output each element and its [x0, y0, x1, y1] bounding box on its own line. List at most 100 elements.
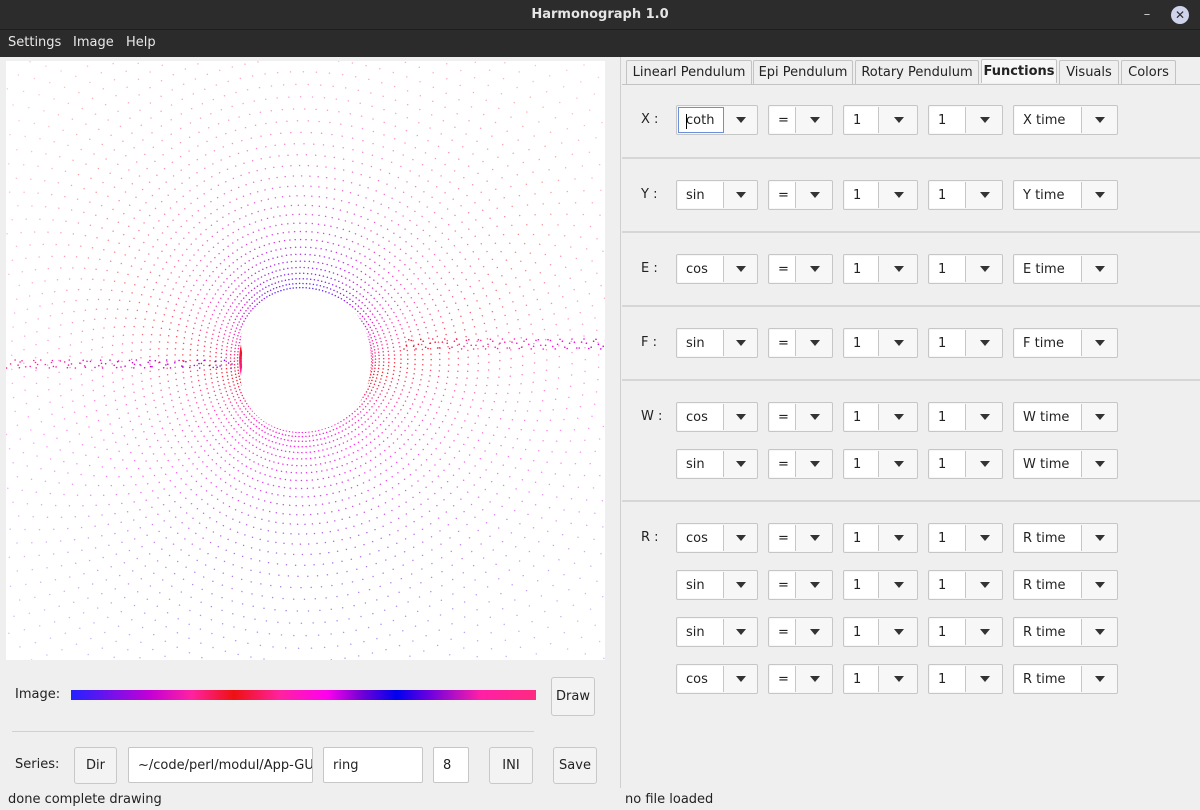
operator-combo[interactable]: =	[768, 254, 833, 284]
function-combo[interactable]: cos	[676, 523, 758, 553]
function-combo-value[interactable]: sin	[678, 451, 724, 477]
chevron-down-icon[interactable]	[893, 535, 904, 541]
function-combo-value[interactable]: coth	[678, 107, 724, 133]
chevron-down-icon[interactable]	[809, 582, 820, 588]
function-combo[interactable]: sin	[676, 449, 758, 479]
ini-button[interactable]: INI	[489, 747, 533, 784]
time-variable-combo-value[interactable]: E time	[1015, 256, 1082, 282]
factor-b-combo-value[interactable]: 1	[930, 182, 966, 208]
factor-a-combo[interactable]: 1	[843, 180, 918, 210]
tab-linearl-pendulum[interactable]: Linearl Pendulum	[626, 60, 752, 84]
chevron-down-icon[interactable]	[979, 582, 990, 588]
time-variable-combo-value[interactable]: X time	[1015, 107, 1082, 133]
factor-a-combo[interactable]: 1	[843, 449, 918, 479]
factor-b-combo-value[interactable]: 1	[930, 404, 966, 430]
time-variable-combo[interactable]: F time	[1013, 328, 1118, 358]
time-variable-combo-value[interactable]: R time	[1015, 525, 1082, 551]
chevron-down-icon[interactable]	[979, 535, 990, 541]
chevron-down-icon[interactable]	[1095, 461, 1105, 467]
operator-combo[interactable]: =	[768, 180, 833, 210]
factor-a-combo[interactable]: 1	[843, 402, 918, 432]
time-variable-combo-value[interactable]: R time	[1015, 572, 1082, 598]
close-icon[interactable]: ✕	[1171, 6, 1189, 24]
operator-combo-value[interactable]: =	[770, 330, 796, 356]
factor-a-combo[interactable]: 1	[843, 328, 918, 358]
operator-combo-value[interactable]: =	[770, 182, 796, 208]
chevron-down-icon[interactable]	[736, 535, 746, 541]
time-variable-combo[interactable]: Y time	[1013, 180, 1118, 210]
time-variable-combo-value[interactable]: Y time	[1015, 182, 1082, 208]
factor-b-combo-value[interactable]: 1	[930, 525, 966, 551]
chevron-down-icon[interactable]	[809, 340, 820, 346]
chevron-down-icon[interactable]	[809, 535, 820, 541]
series-path-field[interactable]: ~/code/perl/modul/App-GU	[128, 747, 313, 783]
function-combo-value[interactable]: cos	[678, 404, 724, 430]
tab-epi-pendulum[interactable]: Epi Pendulum	[753, 60, 853, 84]
chevron-down-icon[interactable]	[1095, 266, 1105, 272]
time-variable-combo-value[interactable]: W time	[1015, 404, 1082, 430]
function-combo[interactable]: cos	[676, 402, 758, 432]
chevron-down-icon[interactable]	[893, 340, 904, 346]
save-button[interactable]: Save	[553, 747, 597, 784]
chevron-down-icon[interactable]	[809, 117, 820, 123]
time-variable-combo[interactable]: R time	[1013, 523, 1118, 553]
chevron-down-icon[interactable]	[893, 414, 904, 420]
factor-b-combo[interactable]: 1	[928, 180, 1003, 210]
function-combo-value[interactable]: cos	[678, 525, 724, 551]
time-variable-combo[interactable]: R time	[1013, 570, 1118, 600]
function-combo[interactable]: sin	[676, 617, 758, 647]
chevron-down-icon[interactable]	[1095, 535, 1105, 541]
chevron-down-icon[interactable]	[979, 414, 990, 420]
operator-combo-value[interactable]: =	[770, 404, 796, 430]
operator-combo[interactable]: =	[768, 523, 833, 553]
function-combo[interactable]: sin	[676, 328, 758, 358]
factor-b-combo[interactable]: 1	[928, 328, 1003, 358]
factor-b-combo[interactable]: 1	[928, 105, 1003, 135]
chevron-down-icon[interactable]	[736, 192, 746, 198]
factor-a-combo-value[interactable]: 1	[845, 107, 879, 133]
chevron-down-icon[interactable]	[1095, 414, 1105, 420]
factor-b-combo[interactable]: 1	[928, 402, 1003, 432]
draw-button[interactable]: Draw	[551, 677, 595, 716]
function-combo-value[interactable]: sin	[678, 330, 724, 356]
minimize-icon[interactable]: –	[1143, 7, 1151, 22]
operator-combo[interactable]: =	[768, 570, 833, 600]
factor-a-combo-value[interactable]: 1	[845, 451, 879, 477]
factor-a-combo-value[interactable]: 1	[845, 330, 879, 356]
dir-button[interactable]: Dir	[74, 747, 117, 784]
factor-a-combo-value[interactable]: 1	[845, 404, 879, 430]
chevron-down-icon[interactable]	[893, 582, 904, 588]
chevron-down-icon[interactable]	[893, 266, 904, 272]
factor-b-combo[interactable]: 1	[928, 254, 1003, 284]
chevron-down-icon[interactable]	[809, 414, 820, 420]
chevron-down-icon[interactable]	[979, 340, 990, 346]
chevron-down-icon[interactable]	[736, 117, 746, 123]
function-combo-value[interactable]: sin	[678, 182, 724, 208]
time-variable-combo[interactable]: W time	[1013, 402, 1118, 432]
function-combo-value[interactable]: sin	[678, 572, 724, 598]
function-combo[interactable]: coth	[676, 105, 758, 135]
factor-a-combo[interactable]: 1	[843, 254, 918, 284]
factor-a-combo[interactable]: 1	[843, 523, 918, 553]
tab-visuals[interactable]: Visuals	[1059, 60, 1119, 84]
chevron-down-icon[interactable]	[736, 629, 746, 635]
operator-combo[interactable]: =	[768, 402, 833, 432]
menu-image[interactable]: Image	[73, 35, 114, 50]
menu-settings[interactable]: Settings	[8, 35, 62, 50]
factor-a-combo-value[interactable]: 1	[845, 182, 879, 208]
chevron-down-icon[interactable]	[1095, 192, 1105, 198]
menu-help[interactable]: Help	[126, 35, 156, 50]
chevron-down-icon[interactable]	[979, 192, 990, 198]
chevron-down-icon[interactable]	[736, 266, 746, 272]
operator-combo-value[interactable]: =	[770, 619, 796, 645]
factor-b-combo-value[interactable]: 1	[930, 451, 966, 477]
tab-colors[interactable]: Colors	[1121, 60, 1176, 84]
factor-b-combo-value[interactable]: 1	[930, 330, 966, 356]
operator-combo-value[interactable]: =	[770, 107, 796, 133]
operator-combo-value[interactable]: =	[770, 572, 796, 598]
factor-b-combo[interactable]: 1	[928, 523, 1003, 553]
chevron-down-icon[interactable]	[809, 192, 820, 198]
chevron-down-icon[interactable]	[979, 117, 990, 123]
chevron-down-icon[interactable]	[736, 340, 746, 346]
operator-combo[interactable]: =	[768, 617, 833, 647]
